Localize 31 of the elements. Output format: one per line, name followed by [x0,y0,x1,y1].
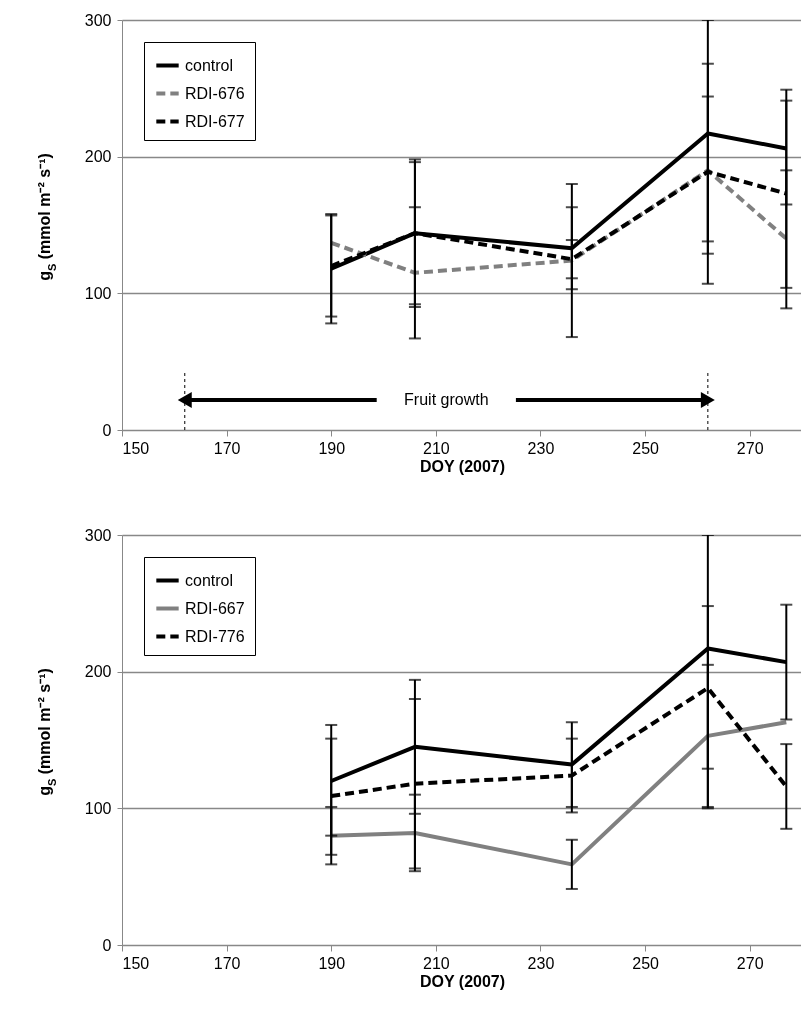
y-tick-label: 200 [84,148,112,166]
x-tick-label: 250 [632,439,660,457]
x-tick-label: 230 [527,439,555,457]
x-tick-label: 210 [422,954,450,972]
y-tick-label: 0 [102,421,112,439]
x-tick-label: 150 [122,954,150,972]
y-tick-label: 100 [84,799,112,817]
x-tick-label: 230 [527,954,555,972]
legend-label: RDI-667 [185,599,245,617]
legend-label: control [185,56,234,74]
annotation: Fruit growth [404,391,489,408]
x-tick-label: 210 [422,439,450,457]
x-tick-label: 270 [736,954,764,972]
legend-label: RDI-776 [185,627,245,645]
legend-label: control [185,571,234,589]
y-tick-label: 200 [84,663,112,681]
x-tick-label: 150 [122,439,150,457]
x-tick-label: 270 [736,439,764,457]
legend-label: RDI-677 [185,112,245,130]
x-tick-label: 170 [213,439,241,457]
y-tick-label: 100 [84,284,112,302]
x-axis-title: DOY (2007) [419,972,506,990]
y-tick-label: 0 [102,936,112,954]
y-tick-label: 300 [84,526,112,544]
x-tick-label: 250 [632,954,660,972]
legend-label: RDI-676 [185,84,245,102]
x-tick-label: 170 [213,954,241,972]
x-axis-title: DOY (2007) [419,457,506,475]
x-tick-label: 190 [318,954,346,972]
y-tick-label: 300 [84,11,112,29]
x-tick-label: 190 [318,439,346,457]
